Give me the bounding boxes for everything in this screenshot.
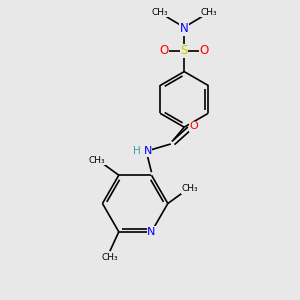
Text: N: N [143, 146, 152, 156]
Text: N: N [147, 227, 156, 237]
Text: H: H [133, 146, 140, 156]
Text: CH₃: CH₃ [181, 184, 198, 193]
Text: CH₃: CH₃ [102, 253, 118, 262]
Text: CH₃: CH₃ [152, 8, 168, 17]
Text: O: O [160, 44, 169, 57]
Text: O: O [190, 121, 198, 131]
Text: N: N [180, 22, 189, 35]
Text: CH₃: CH₃ [89, 156, 105, 165]
Text: CH₃: CH₃ [200, 8, 217, 17]
Text: S: S [181, 44, 188, 57]
Text: O: O [200, 44, 209, 57]
